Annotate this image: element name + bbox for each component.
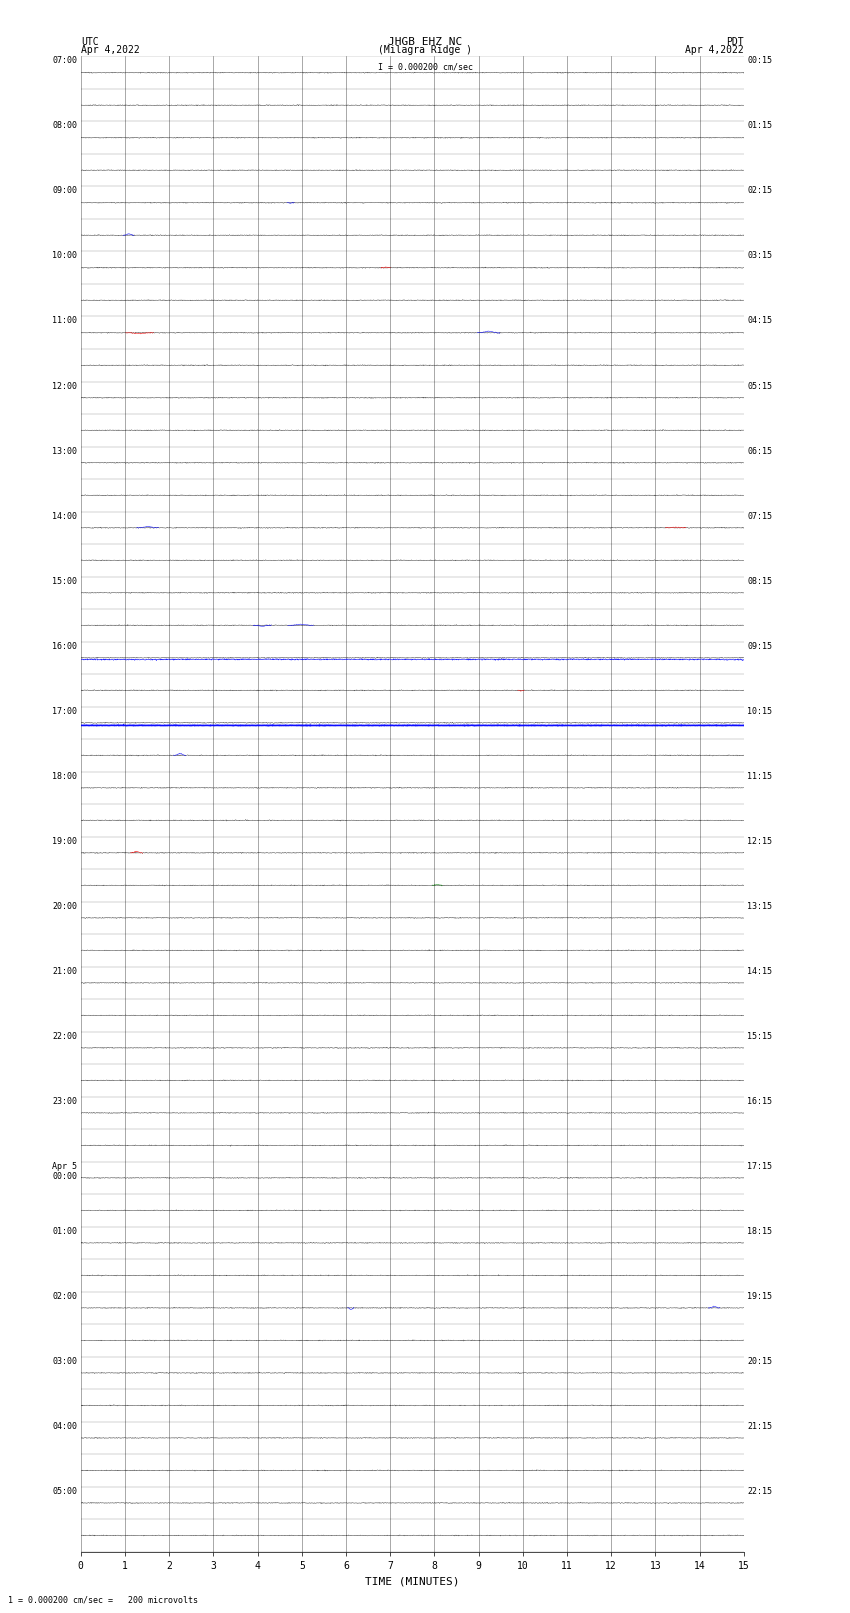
Text: 11:00: 11:00 bbox=[53, 316, 77, 326]
Text: 17:00: 17:00 bbox=[53, 706, 77, 716]
Text: 14:00: 14:00 bbox=[53, 511, 77, 521]
Text: 09:00: 09:00 bbox=[53, 187, 77, 195]
Text: 10:00: 10:00 bbox=[53, 252, 77, 260]
Text: 07:00: 07:00 bbox=[53, 56, 77, 66]
Text: UTC: UTC bbox=[81, 37, 99, 47]
Text: 02:00: 02:00 bbox=[53, 1292, 77, 1300]
Text: 14:15: 14:15 bbox=[747, 966, 772, 976]
Text: 05:00: 05:00 bbox=[53, 1487, 77, 1495]
Text: 21:15: 21:15 bbox=[747, 1421, 772, 1431]
Text: PDT: PDT bbox=[726, 37, 744, 47]
Text: 21:00: 21:00 bbox=[53, 966, 77, 976]
Text: 20:00: 20:00 bbox=[53, 902, 77, 911]
Text: 05:15: 05:15 bbox=[747, 382, 772, 390]
Text: 16:00: 16:00 bbox=[53, 642, 77, 650]
Text: 03:00: 03:00 bbox=[53, 1357, 77, 1366]
Text: 08:00: 08:00 bbox=[53, 121, 77, 131]
Text: Apr 4,2022: Apr 4,2022 bbox=[81, 45, 139, 55]
Text: I = 0.000200 cm/sec: I = 0.000200 cm/sec bbox=[377, 63, 473, 73]
Text: 1 = 0.000200 cm/sec =   200 microvolts: 1 = 0.000200 cm/sec = 200 microvolts bbox=[8, 1595, 199, 1605]
Text: 02:15: 02:15 bbox=[747, 187, 772, 195]
Text: 01:00: 01:00 bbox=[53, 1226, 77, 1236]
Text: 04:00: 04:00 bbox=[53, 1421, 77, 1431]
Text: (Milagra Ridge ): (Milagra Ridge ) bbox=[378, 45, 472, 55]
Text: 22:15: 22:15 bbox=[747, 1487, 772, 1495]
Text: 19:00: 19:00 bbox=[53, 837, 77, 845]
X-axis label: TIME (MINUTES): TIME (MINUTES) bbox=[365, 1576, 460, 1586]
Text: 18:00: 18:00 bbox=[53, 771, 77, 781]
Text: 09:15: 09:15 bbox=[747, 642, 772, 650]
Text: 04:15: 04:15 bbox=[747, 316, 772, 326]
Text: 12:15: 12:15 bbox=[747, 837, 772, 845]
Text: 18:15: 18:15 bbox=[747, 1226, 772, 1236]
Text: 19:15: 19:15 bbox=[747, 1292, 772, 1300]
Text: JHGB EHZ NC: JHGB EHZ NC bbox=[388, 37, 462, 47]
Text: 10:15: 10:15 bbox=[747, 706, 772, 716]
Text: Apr 5
00:00: Apr 5 00:00 bbox=[53, 1161, 77, 1181]
Text: 01:15: 01:15 bbox=[747, 121, 772, 131]
Text: 13:00: 13:00 bbox=[53, 447, 77, 455]
Text: 16:15: 16:15 bbox=[747, 1097, 772, 1105]
Text: 15:00: 15:00 bbox=[53, 576, 77, 586]
Text: 20:15: 20:15 bbox=[747, 1357, 772, 1366]
Text: 22:00: 22:00 bbox=[53, 1032, 77, 1040]
Text: 12:00: 12:00 bbox=[53, 382, 77, 390]
Text: 08:15: 08:15 bbox=[747, 576, 772, 586]
Text: Apr 4,2022: Apr 4,2022 bbox=[685, 45, 744, 55]
Text: 23:00: 23:00 bbox=[53, 1097, 77, 1105]
Text: 03:15: 03:15 bbox=[747, 252, 772, 260]
Text: 06:15: 06:15 bbox=[747, 447, 772, 455]
Text: 00:15: 00:15 bbox=[747, 56, 772, 66]
Text: 11:15: 11:15 bbox=[747, 771, 772, 781]
Text: 17:15: 17:15 bbox=[747, 1161, 772, 1171]
Text: 13:15: 13:15 bbox=[747, 902, 772, 911]
Text: 07:15: 07:15 bbox=[747, 511, 772, 521]
Text: 15:15: 15:15 bbox=[747, 1032, 772, 1040]
